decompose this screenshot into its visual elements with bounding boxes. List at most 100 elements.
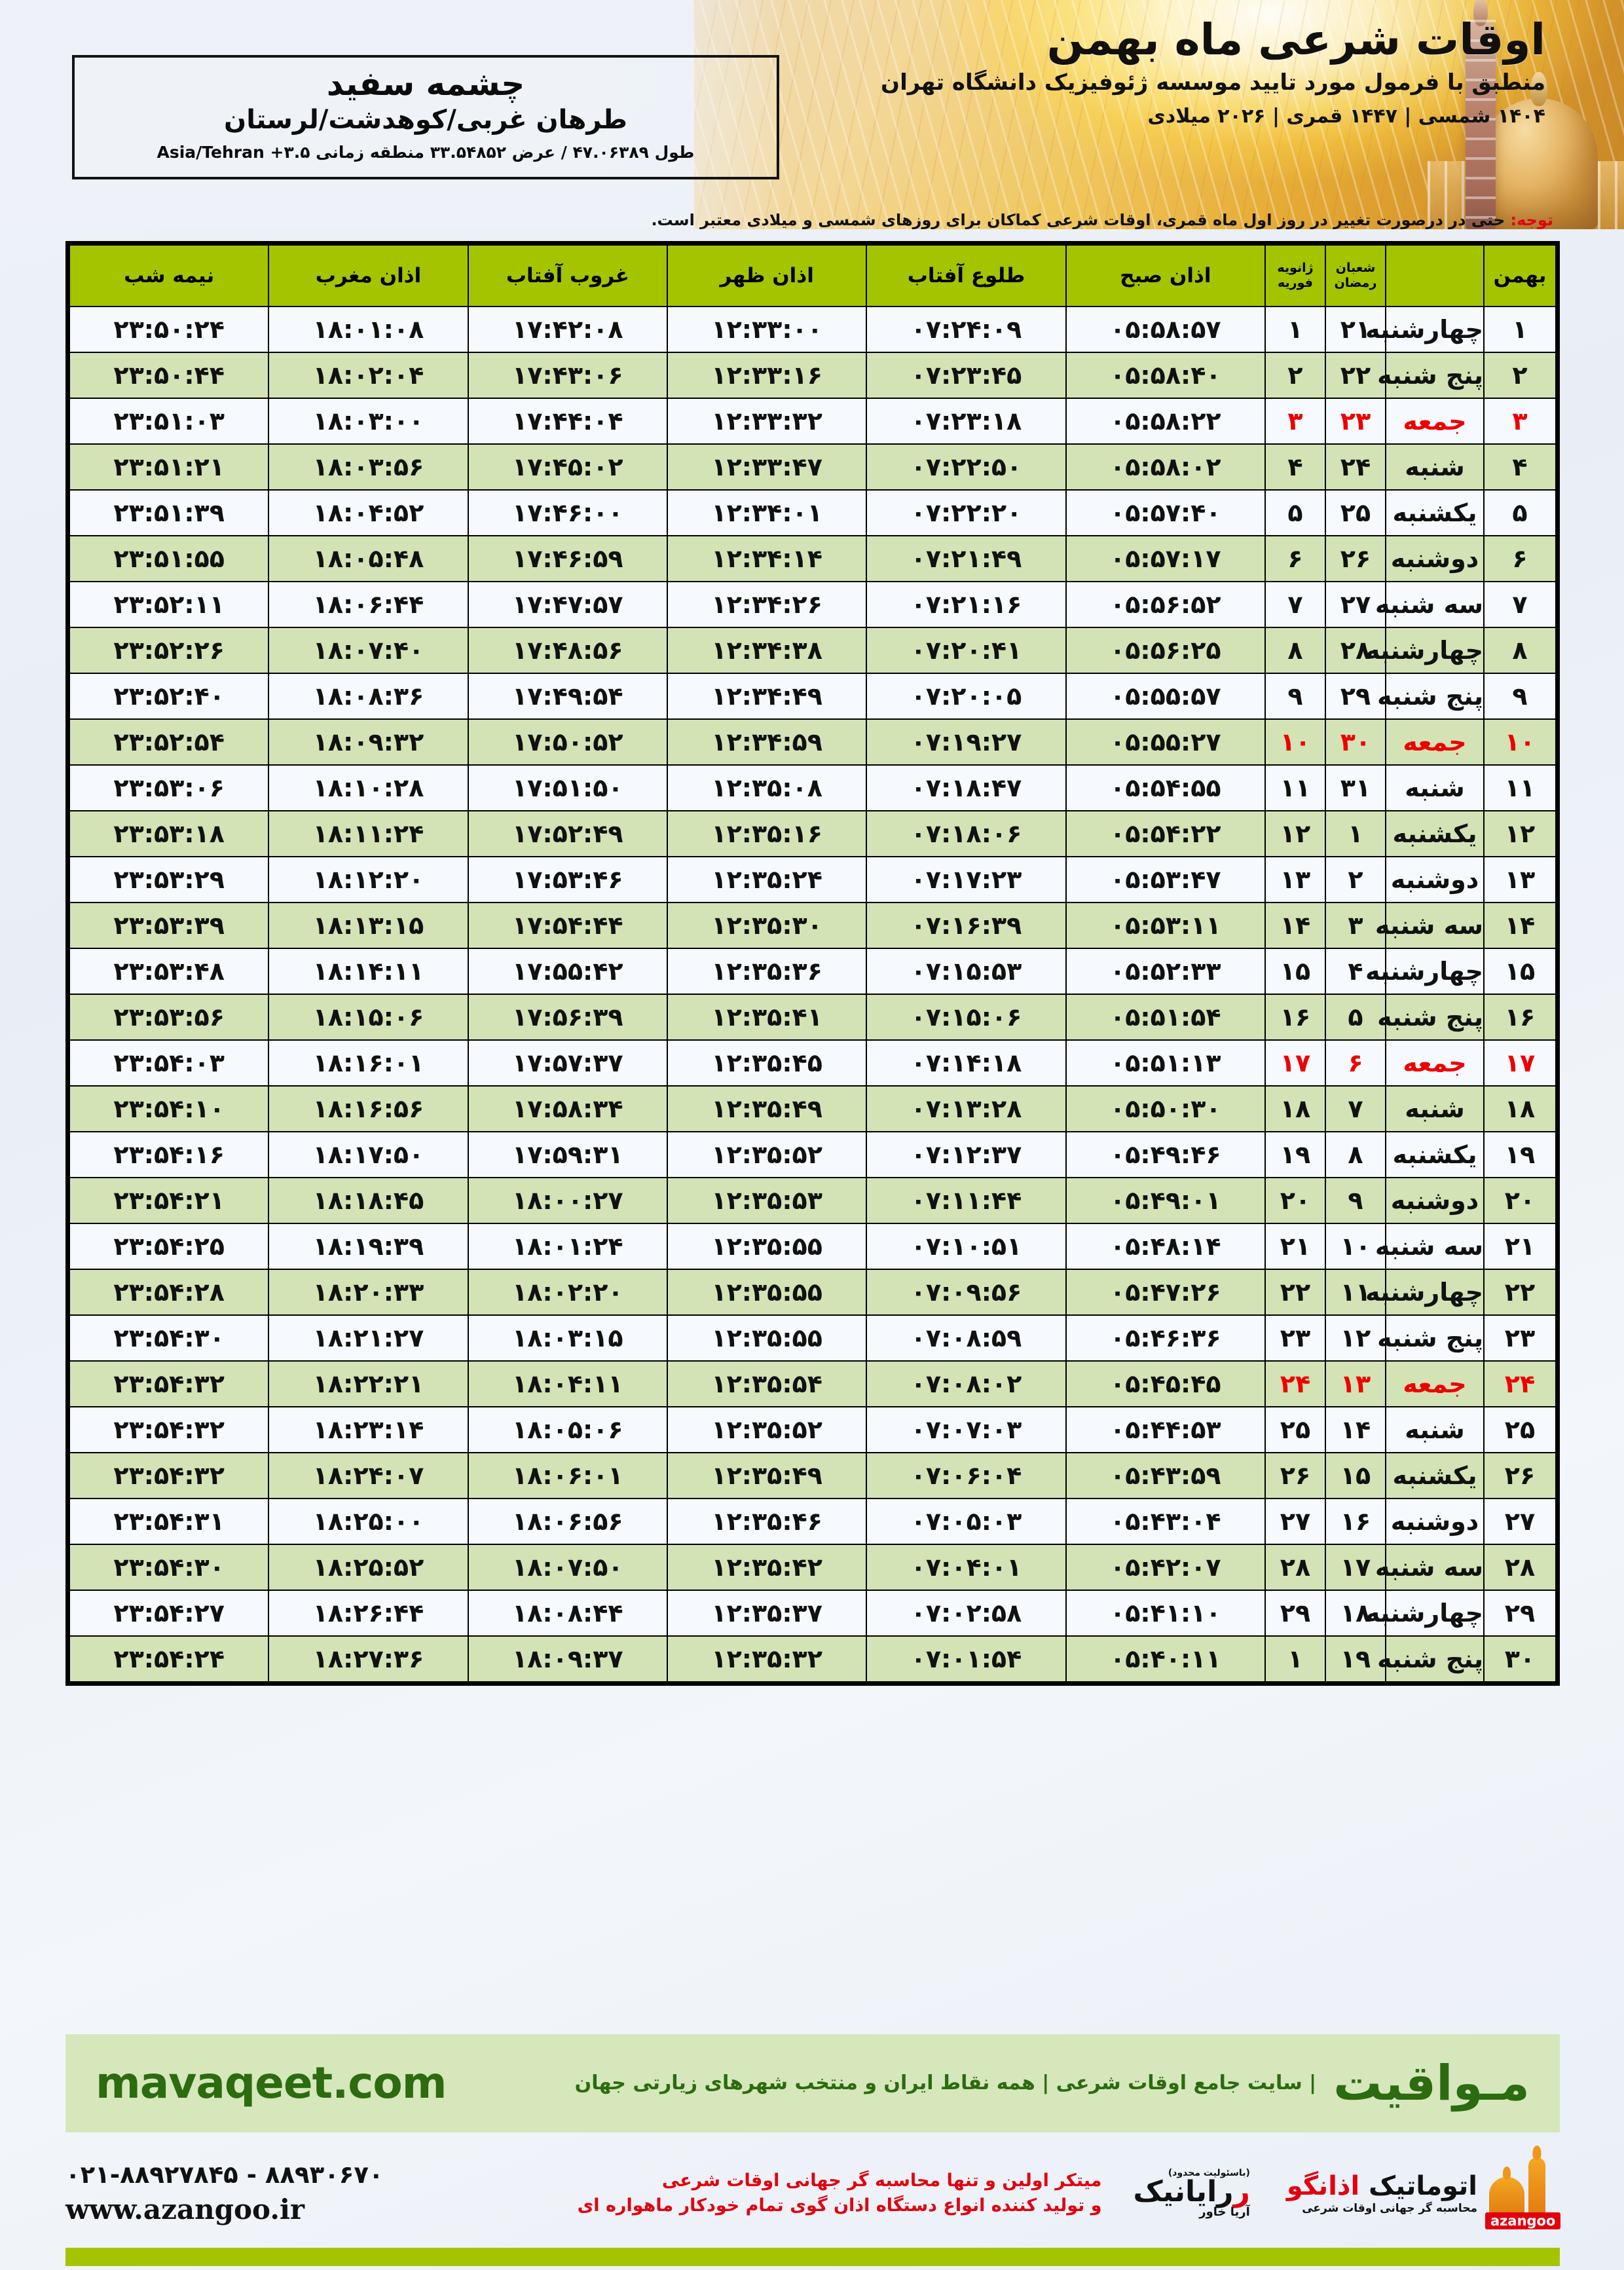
- cell-gregorian-day: ۲۲: [1264, 1269, 1326, 1316]
- cell-midnight-time: ۲۳:۵۳:۰۶: [68, 764, 270, 811]
- cell-maghrib-time: ۱۸:۱۰:۲۸: [268, 764, 469, 811]
- cell-sunrise-time: ۰۷:۱۷:۲۳: [866, 856, 1067, 903]
- cell-gregorian-day: ۱۱: [1264, 764, 1326, 811]
- footer-website[interactable]: www.azangoo.ir: [65, 2193, 305, 2225]
- table-row: ۲۰ دوشنبه ۹ ۲۰ ۰۵:۴۹:۰۱ ۰۷:۱۱:۴۴ ۱۲:۳۵:۵۳ ۱۸:۰۰…: [68, 1177, 1557, 1224]
- cell-weekday-name: پنج شنبه: [1377, 673, 1485, 720]
- cell-midnight-time: ۲۳:۵۴:۱۶: [68, 1131, 270, 1178]
- cell-sunrise-time: ۰۷:۱۵:۰۶: [866, 994, 1067, 1041]
- cell-maghrib-time: ۱۸:۲۰:۳۳: [268, 1269, 469, 1316]
- cell-fajr-time: ۰۵:۵۴:۲۲: [1065, 810, 1266, 857]
- cell-hijri-day: ۱: [1325, 810, 1386, 857]
- table-row: ۱۶ پنج شنبه ۵ ۱۶ ۰۵:۵۱:۵۴ ۰۷:۱۵:۰۶ ۱۲:۳۵:۴۱ ۱۷:…: [68, 994, 1557, 1041]
- cell-hijri-day: ۱۳: [1325, 1360, 1386, 1407]
- cell-fajr-time: ۰۵:۴۰:۱۱: [1065, 1635, 1266, 1683]
- table-row: ۲۹ چهارشنبه ۱۸ ۲۹ ۰۵:۴۱:۱۰ ۰۷:۰۲:۵۸ ۱۲:۳۵:۳۷ ۱۸…: [68, 1590, 1557, 1637]
- cell-hijri-day: ۲۲: [1325, 352, 1386, 399]
- cell-maghrib-time: ۱۸:۰۶:۴۴: [268, 581, 469, 628]
- cell-weekday-name: شنبه: [1385, 1085, 1485, 1132]
- col-header-greg-february: فوریه: [1278, 276, 1313, 290]
- table-row: ۲۶ یکشنبه ۱۵ ۲۶ ۰۵:۴۳:۵۹ ۰۷:۰۶:۰۴ ۱۲:۳۵:۴۹ ۱۸:۰…: [68, 1452, 1557, 1499]
- table-row: ۱۳ دوشنبه ۲ ۱۳ ۰۵:۵۳:۴۷ ۰۷:۱۷:۲۳ ۱۲:۳۵:۲۴ ۱۷:۵۳…: [68, 856, 1557, 903]
- col-header-greg-january: ژانویه: [1277, 261, 1314, 275]
- cell-day-number: ۳: [1483, 398, 1557, 445]
- cell-day-number: ۷: [1483, 581, 1557, 628]
- cell-maghrib-time: ۱۸:۲۴:۰۷: [268, 1452, 469, 1499]
- cell-maghrib-time: ۱۸:۱۶:۵۶: [268, 1085, 469, 1132]
- cell-dhuhr-time: ۱۲:۳۴:۲۶: [667, 581, 868, 628]
- cell-weekday-name: دوشنبه: [1385, 535, 1485, 582]
- cell-midnight-time: ۲۳:۵۰:۴۴: [68, 352, 270, 399]
- cell-weekday-name: یکشنبه: [1385, 810, 1485, 857]
- cell-dhuhr-time: ۱۲:۳۵:۰۸: [667, 764, 868, 811]
- table-row: ۳ جمعه ۲۳ ۳ ۰۵:۵۸:۲۲ ۰۷:۲۳:۱۸ ۱۲:۳۳:۳۲ ۱۷:۴۴:۰۴…: [68, 398, 1557, 445]
- cell-maghrib-time: ۱۸:۱۶:۰۱: [268, 1039, 469, 1087]
- mosque-dome-icon: [1480, 98, 1598, 229]
- cell-sunset-time: ۱۸:۰۳:۱۵: [467, 1314, 669, 1362]
- azangoo-wordmark: azangoo: [1485, 2212, 1561, 2229]
- cell-gregorian-day: ۲۵: [1264, 1406, 1326, 1453]
- cell-fajr-time: ۰۵:۴۷:۲۶: [1065, 1269, 1266, 1316]
- cell-sunset-time: ۱۸:۰۰:۲۷: [467, 1177, 669, 1224]
- cell-day-number: ۱۵: [1483, 948, 1557, 995]
- cell-sunset-time: ۱۸:۰۷:۵۰: [467, 1544, 669, 1591]
- cell-dhuhr-time: ۱۲:۳۵:۵۲: [667, 1406, 868, 1453]
- cell-sunrise-time: ۰۷:۲۳:۱۸: [866, 398, 1067, 445]
- cell-sunrise-time: ۰۷:۰۶:۰۴: [866, 1452, 1067, 1499]
- cell-weekday-name: سه شنبه: [1375, 1223, 1485, 1270]
- cell-midnight-time: ۲۳:۵۳:۴۸: [68, 948, 270, 995]
- page-title: اوقات شرعی ماه بهمن: [1046, 14, 1546, 65]
- cell-midnight-time: ۲۳:۵۴:۱۰: [68, 1085, 270, 1132]
- cell-gregorian-day: ۱: [1264, 306, 1326, 353]
- cell-day-number: ۱۰: [1483, 718, 1557, 766]
- cell-fajr-time: ۰۵:۵۱:۱۳: [1065, 1039, 1266, 1087]
- cell-gregorian-day: ۲: [1264, 352, 1326, 399]
- cell-sunset-time: ۱۷:۵۶:۳۹: [467, 994, 669, 1041]
- cell-gregorian-day: ۱۰: [1264, 718, 1326, 766]
- cell-dhuhr-time: ۱۲:۳۵:۴۹: [667, 1085, 868, 1132]
- cell-day-number: ۲۵: [1483, 1406, 1557, 1453]
- cell-midnight-time: ۲۳:۵۴:۳۲: [68, 1406, 270, 1453]
- cell-hijri-day: ۲۵: [1325, 489, 1386, 536]
- cell-day-number: ۲۲: [1483, 1269, 1557, 1316]
- cell-hijri-day: ۱۵: [1325, 1452, 1386, 1499]
- cell-midnight-time: ۲۳:۵۱:۵۵: [68, 535, 270, 582]
- cell-dhuhr-time: ۱۲:۳۵:۴۱: [667, 994, 868, 1041]
- cell-midnight-time: ۲۳:۵۴:۰۳: [68, 1039, 270, 1087]
- cell-fajr-time: ۰۵:۴۵:۴۵: [1065, 1360, 1266, 1407]
- banner-url[interactable]: mavaqeet.com: [96, 2058, 447, 2108]
- cell-maghrib-time: ۱۸:۲۵:۵۲: [268, 1544, 469, 1591]
- cell-sunrise-time: ۰۷:۱۳:۲۸: [866, 1085, 1067, 1132]
- cell-sunset-time: ۱۷:۴۴:۰۴: [467, 398, 669, 445]
- cell-sunrise-time: ۰۷:۱۰:۵۱: [866, 1223, 1067, 1270]
- cell-gregorian-day: ۲۸: [1264, 1544, 1326, 1591]
- table-row: ۶ دوشنبه ۲۶ ۶ ۰۵:۵۷:۱۷ ۰۷:۲۱:۴۹ ۱۲:۳۴:۱۴ ۱۷:۴۶:…: [68, 535, 1557, 582]
- cell-sunset-time: ۱۷:۵۷:۳۷: [467, 1039, 669, 1087]
- table-row: ۲۴ جمعه ۱۳ ۲۴ ۰۵:۴۵:۴۵ ۰۷:۰۸:۰۲ ۱۲:۳۵:۵۴ ۱۸:۰۴:…: [68, 1360, 1557, 1407]
- cell-maghrib-time: ۱۸:۱۹:۳۹: [268, 1223, 469, 1270]
- cell-sunset-time: ۱۷:۵۹:۳۱: [467, 1131, 669, 1178]
- cell-midnight-time: ۲۳:۵۴:۲۵: [68, 1223, 270, 1270]
- cell-weekday-name: پنج شنبه: [1377, 1635, 1485, 1683]
- table-body: ۱ چهارشنبه ۲۱ ۱ ۰۵:۵۸:۵۷ ۰۷:۲۴:۰۹ ۱۲:۳۳:۰۰ ۱۷:۴…: [68, 306, 1557, 1683]
- cell-hijri-day: ۲: [1325, 856, 1386, 903]
- cell-sunset-time: ۱۷:۴۳:۰۶: [467, 352, 669, 399]
- cell-hijri-day: ۶: [1325, 1039, 1386, 1087]
- cell-fajr-time: ۰۵:۴۳:۰۴: [1065, 1498, 1266, 1545]
- cell-hijri-day: ۵: [1325, 994, 1386, 1041]
- cell-gregorian-day: ۱۲: [1264, 810, 1326, 857]
- prayer-times-table-wrapper: بهمن شعبان رمضان ژانویه فوریه: [65, 241, 1560, 1686]
- cell-dhuhr-time: ۱۲:۳۴:۰۱: [667, 489, 868, 536]
- cell-gregorian-day: ۲۹: [1264, 1590, 1326, 1637]
- azangoo-title-brand: اذانگو: [1286, 2170, 1360, 2201]
- cell-fajr-time: ۰۵:۵۲:۳۳: [1065, 948, 1266, 995]
- cell-dhuhr-time: ۱۲:۳۵:۵۵: [667, 1223, 868, 1270]
- cell-midnight-time: ۲۳:۵۱:۰۳: [68, 398, 270, 445]
- cell-weekday-name: جمعه: [1385, 718, 1485, 766]
- cell-midnight-time: ۲۳:۵۴:۳۰: [68, 1314, 270, 1362]
- cell-weekday-name: دوشنبه: [1385, 856, 1485, 903]
- cell-sunset-time: ۱۷:۴۲:۰۸: [467, 306, 669, 353]
- cell-gregorian-day: ۱۳: [1264, 856, 1326, 903]
- cell-hijri-day: ۲۹: [1325, 673, 1386, 720]
- cell-fajr-time: ۰۵:۵۵:۲۷: [1065, 718, 1266, 766]
